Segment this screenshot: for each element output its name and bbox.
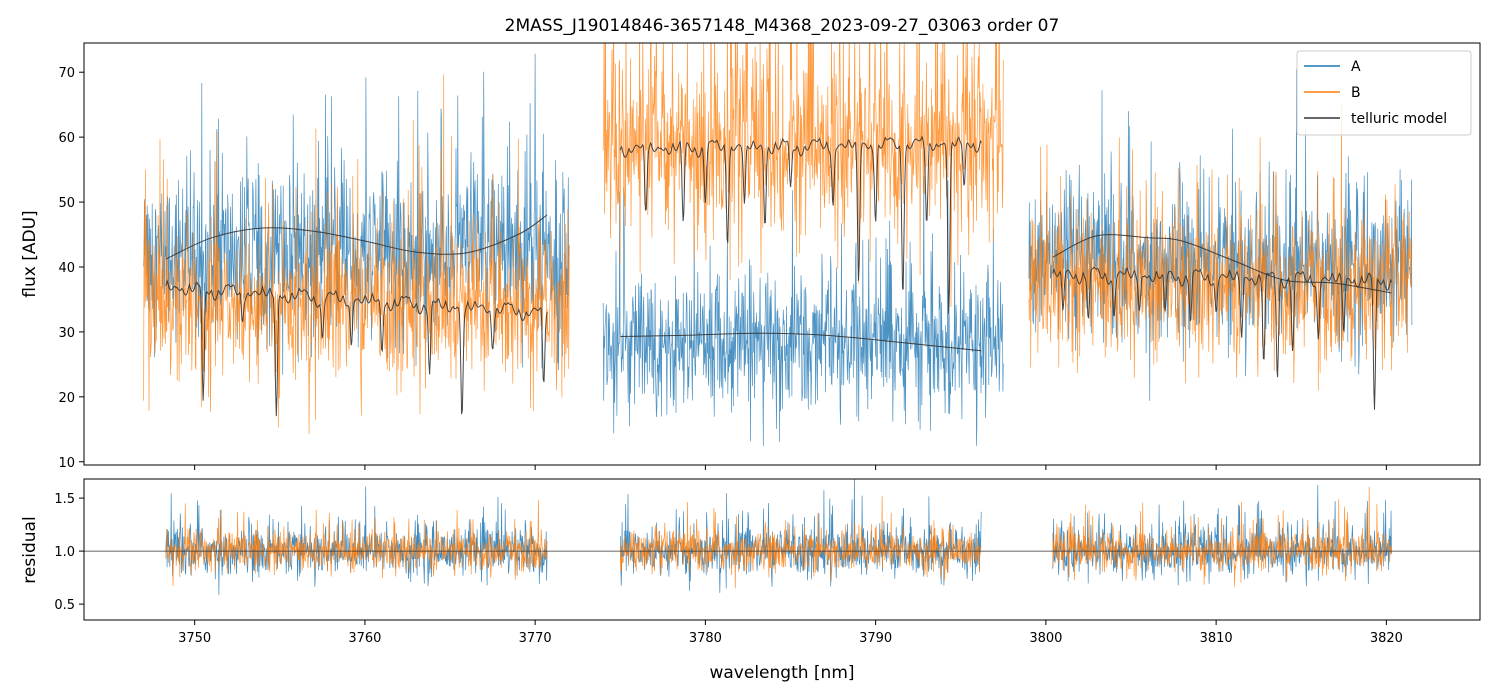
residual-axes-frame [83,478,1481,621]
flux-axes-frame [83,42,1481,466]
flux-series-b-segment-1 [143,74,570,435]
legend-box [1296,50,1472,136]
residual-y-tick-label: 1.0 [54,545,75,560]
residual-x-tick-label: 3770 [519,631,552,646]
legend-label-b: B [1351,85,1361,101]
flux-y-tick-label: 50 [58,196,75,211]
residual-x-ticks: 3750 3760 3770 3780 3790 3800 3810 3820 [178,620,1403,646]
legend-label-a: A [1351,59,1361,75]
residual-x-tick-label: 3810 [1200,631,1233,646]
flux-y-tick-label: 10 [58,456,75,471]
flux-y-tick-label: 60 [58,131,75,146]
residual-y-axis-label: residual [20,516,40,583]
residual-x-tick-label: 3750 [178,631,211,646]
flux-series-b-segment-2 [602,43,1004,307]
flux-panel: 10 20 30 40 50 60 70 flux [ADU] A B telluric m… [20,42,1481,471]
flux-y-ticks: 10 20 30 40 50 60 70 [58,66,84,471]
telluric-model-curve-5 [1052,234,1392,294]
residual-y-tick-label: 1.5 [54,492,75,507]
flux-series-b-segment-3 [1028,103,1413,391]
flux-plot-area [143,43,1413,446]
flux-series-a-segment-2 [602,176,1004,446]
residual-y-ticks: 0.5 1.0 1.5 [54,492,84,613]
flux-y-tick-label: 20 [58,391,75,406]
flux-x-ticks [194,465,1387,470]
chart-title: 2MASS_J19014846-3657148_M4368_2023-09-27… [505,16,1060,36]
residual-x-tick-label: 3800 [1029,631,1062,646]
x-axis-label: wavelength [nm] [709,663,854,683]
residual-plot-area [84,479,1480,595]
flux-y-tick-label: 70 [58,66,75,81]
flux-y-axis-label: flux [ADU] [20,210,40,297]
legend-label-telluric-model: telluric model [1351,111,1447,127]
residual-panel: 0.5 1.0 1.5 3750 3760 3770 3780 3790 3800 3810 38… [20,478,1481,683]
residual-x-tick-label: 3820 [1370,631,1403,646]
telluric-model-curve-2 [165,279,548,417]
telluric-model-curve-1 [165,214,548,260]
residual-series-b-segment-3 [1052,486,1392,587]
residual-x-tick-label: 3760 [348,631,381,646]
residual-y-tick-label: 0.5 [54,598,75,613]
telluric-model-curve-3 [620,332,982,352]
residual-x-tick-label: 3780 [689,631,722,646]
flux-y-tick-label: 40 [58,261,75,276]
flux-y-tick-label: 30 [58,326,75,341]
legend: A B telluric model [1296,50,1472,136]
residual-series-b-segment-1 [165,500,548,586]
telluric-model-curve-6 [1052,266,1392,410]
residual-series-b-segment-2 [619,496,982,589]
telluric-model-curve-4 [619,135,982,314]
residual-x-tick-label: 3790 [859,631,892,646]
